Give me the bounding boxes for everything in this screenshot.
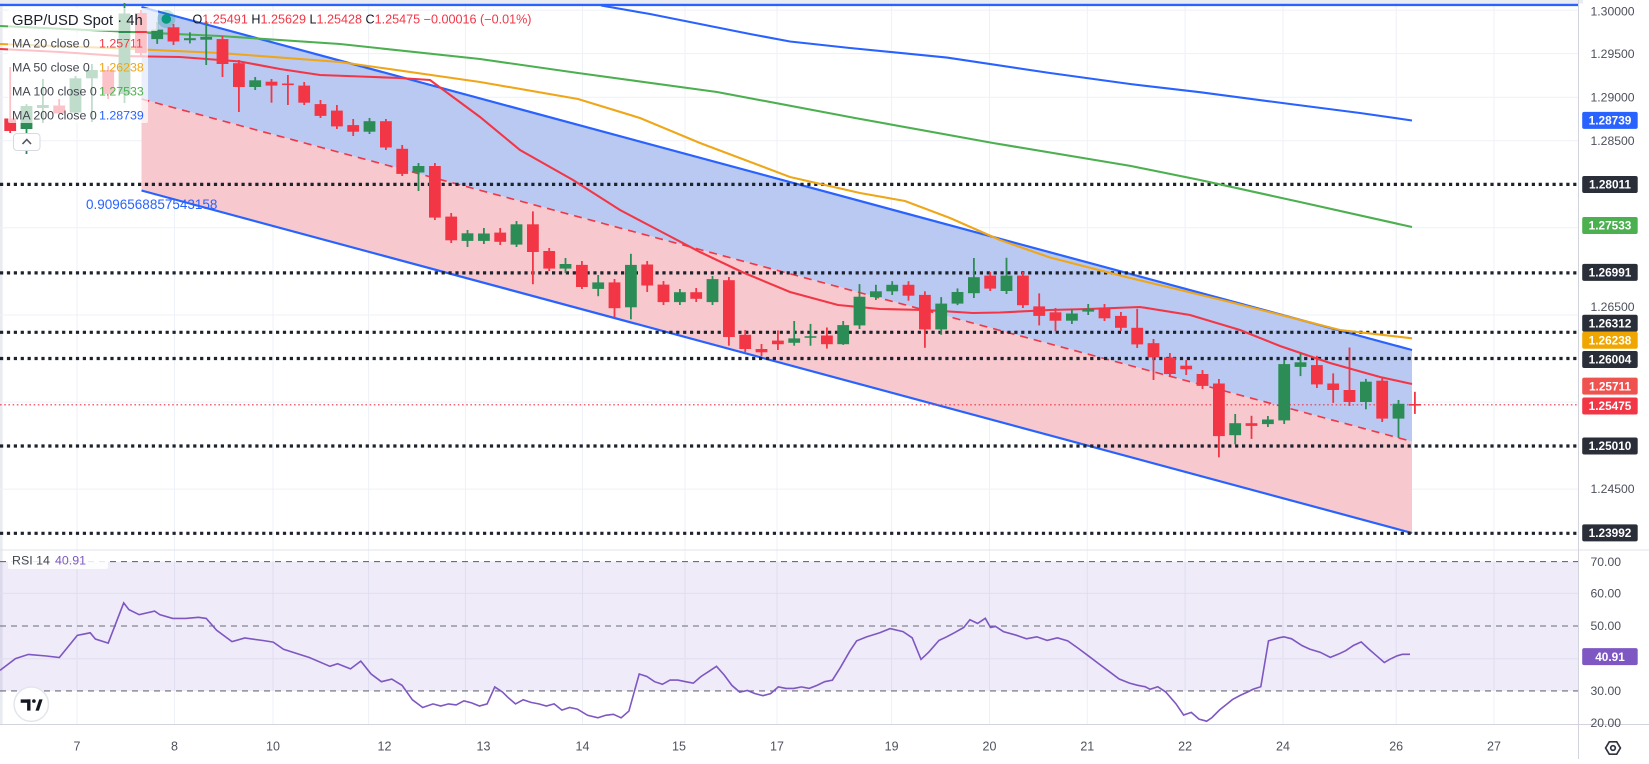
svg-text:1.26004: 1.26004 [1589,353,1632,367]
svg-text:1.28011: 1.28011 [1589,178,1631,192]
svg-text:27: 27 [1487,740,1501,754]
svg-text:1.27533: 1.27533 [1589,219,1632,233]
svg-text:1.28739: 1.28739 [99,109,144,123]
svg-text:24: 24 [1276,740,1290,754]
svg-text:RSI 14: RSI 14 [12,554,50,568]
svg-text:1.25711: 1.25711 [1589,379,1631,393]
svg-text:1.26238: 1.26238 [1589,334,1632,348]
svg-text:1.29500: 1.29500 [1591,47,1635,61]
svg-text:GBP/USD Spot · 4h: GBP/USD Spot · 4h [12,13,143,29]
svg-text:14: 14 [576,740,590,754]
svg-text:1.30000: 1.30000 [1591,5,1635,19]
svg-text:20: 20 [983,740,997,754]
svg-text:1.26991: 1.26991 [1589,266,1632,280]
svg-text:13: 13 [477,740,491,754]
svg-text:19: 19 [885,740,899,754]
svg-text:70.00: 70.00 [1591,555,1622,569]
svg-text:22: 22 [1178,740,1192,754]
svg-text:1.24500: 1.24500 [1591,482,1635,496]
svg-text:1.28739: 1.28739 [1589,114,1632,128]
svg-text:20.00: 20.00 [1591,716,1622,730]
svg-text:40.91: 40.91 [1595,650,1625,664]
svg-text:60.00: 60.00 [1591,587,1622,601]
svg-text:1.23992: 1.23992 [1589,526,1632,540]
svg-text:26: 26 [1389,740,1403,754]
svg-text:8: 8 [171,740,178,754]
svg-text:12: 12 [378,740,392,754]
svg-text:30.00: 30.00 [1591,684,1622,698]
svg-text:40.91: 40.91 [55,554,86,568]
svg-text:0.9096568857543158: 0.9096568857543158 [86,197,217,212]
svg-text:MA 20 close 0: MA 20 close 0 [12,37,90,51]
svg-text:1.25010: 1.25010 [1589,439,1632,453]
svg-text:MA 100 close 0: MA 100 close 0 [12,85,97,99]
svg-text:15: 15 [672,740,686,754]
svg-text:50.00: 50.00 [1591,619,1622,633]
svg-text:1.26500: 1.26500 [1591,300,1635,314]
svg-text:O1.25491 H1.25629 L1.25428 C1.: O1.25491 H1.25629 L1.25428 C1.25475 −0.0… [193,13,532,27]
svg-text:1.27533: 1.27533 [99,85,144,99]
svg-text:1.28500: 1.28500 [1591,134,1635,148]
svg-text:21: 21 [1080,740,1094,754]
svg-text:1.26238: 1.26238 [99,61,144,75]
svg-text:17: 17 [770,740,784,754]
svg-text:10: 10 [266,740,280,754]
svg-text:1.29000: 1.29000 [1591,91,1635,105]
svg-text:MA 200 close 0: MA 200 close 0 [12,109,97,123]
svg-text:7: 7 [74,740,81,754]
svg-text:1.25475: 1.25475 [1589,399,1632,413]
svg-text:1.26312: 1.26312 [1589,317,1632,331]
svg-text:1.25711: 1.25711 [99,37,143,51]
svg-text:MA 50 close 0: MA 50 close 0 [12,61,90,75]
